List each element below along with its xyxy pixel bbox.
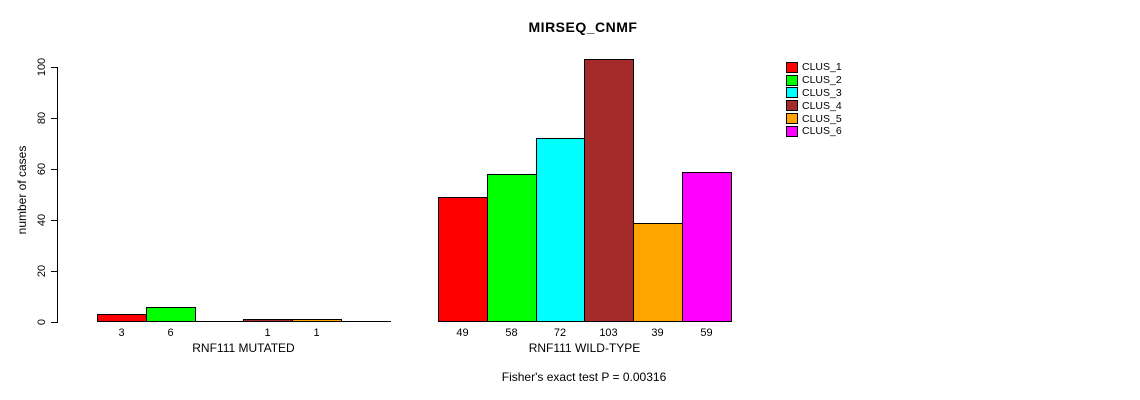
group-label: RNF111 WILD-TYPE	[528, 341, 641, 355]
y-axis-tick-label: 100	[36, 57, 48, 77]
bar-clus_3	[536, 138, 585, 322]
bar-clus_2	[487, 174, 537, 322]
y-axis-tick-label: 60	[36, 162, 48, 176]
chart-title: MIRSEQ_CNMF	[528, 19, 638, 35]
legend-item: CLUS_6	[786, 125, 842, 138]
y-axis-tick	[51, 322, 58, 323]
bar-value-label: 1	[264, 327, 271, 339]
bar-value-label: 72	[553, 327, 567, 339]
legend-item: CLUS_4	[786, 99, 842, 112]
bar-clus_3-zero	[195, 321, 244, 322]
bar-value-label: 39	[651, 327, 664, 339]
legend-color-swatch	[786, 61, 798, 73]
y-axis-tick	[51, 220, 58, 221]
legend-item-label: CLUS_5	[802, 112, 842, 125]
y-axis-tick	[51, 271, 58, 272]
legend-item: CLUS_5	[786, 112, 842, 125]
bar-clus_1	[97, 314, 147, 322]
bar-clus_1	[438, 197, 488, 322]
bar-clus_4	[584, 59, 634, 322]
bar-value-label: 49	[456, 327, 469, 339]
bar-value-label: 103	[599, 327, 618, 339]
bar-value-label: 58	[505, 327, 518, 339]
legend-item-label: CLUS_2	[802, 74, 842, 87]
y-axis-line	[57, 67, 58, 323]
y-axis-tick-label: 80	[36, 111, 48, 125]
y-axis-tick	[51, 169, 58, 170]
bar-clus_6	[682, 172, 732, 322]
fisher-test-annotation: Fisher's exact test P = 0.00316	[501, 370, 667, 384]
legend-item-label: CLUS_3	[802, 86, 842, 99]
legend-item-label: CLUS_6	[802, 125, 842, 138]
bar-clus_6-zero	[341, 321, 391, 322]
bar-value-label: 3	[118, 327, 125, 339]
legend-item-label: CLUS_1	[802, 61, 842, 74]
bar-clus_2	[146, 307, 196, 322]
legend: CLUS_1 CLUS_2 CLUS_3 CLUS_4 CLUS_5 CLUS_6	[786, 61, 842, 138]
legend-item: CLUS_2	[786, 74, 842, 87]
y-axis-tick	[51, 118, 58, 119]
legend-color-swatch	[786, 125, 798, 137]
bar-clus_5	[633, 223, 683, 322]
bar-clus_5	[292, 319, 342, 322]
legend-color-swatch	[786, 87, 798, 99]
bar-value-label: 1	[313, 327, 320, 339]
legend-color-swatch	[786, 100, 798, 112]
y-axis-tick-label: 0	[36, 318, 48, 326]
legend-item: CLUS_3	[786, 87, 842, 100]
bar-value-label: 6	[167, 327, 174, 339]
bar-value-label: 59	[700, 327, 713, 339]
legend-item: CLUS_1	[786, 61, 842, 74]
legend-item-label: CLUS_4	[802, 99, 842, 112]
group-label: RNF111 MUTATED	[192, 341, 295, 355]
bar-clus_4	[243, 319, 293, 322]
legend-color-swatch	[786, 113, 798, 125]
y-axis-tick-label: 20	[36, 264, 48, 278]
legend-color-swatch	[786, 74, 798, 86]
y-axis-tick-label: 40	[36, 213, 48, 227]
y-axis-tick	[51, 67, 58, 68]
y-axis-label: number of cases	[15, 145, 29, 235]
